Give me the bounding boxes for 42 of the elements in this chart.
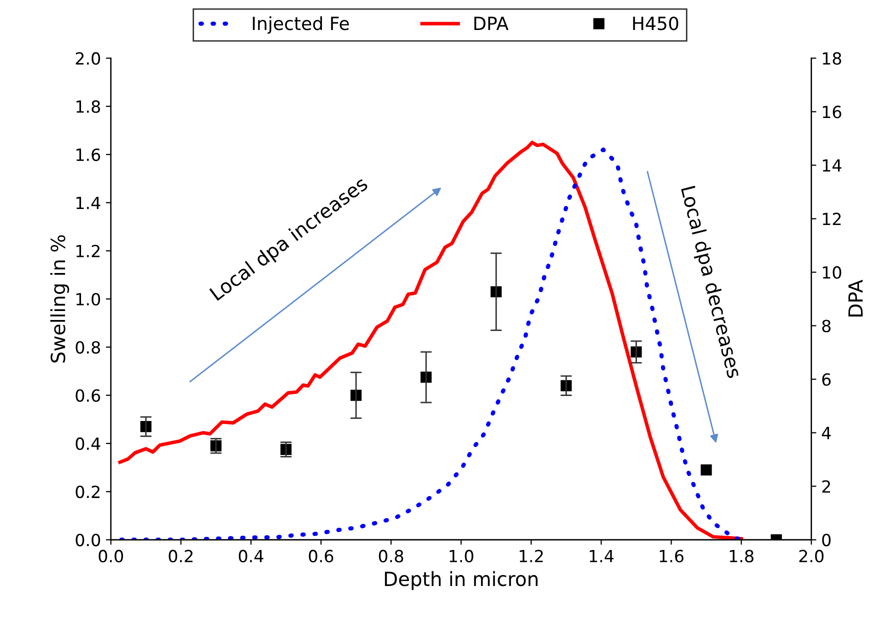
x-tick-label: 0.0 — [98, 550, 124, 562]
x-axis-title: Depth in micron — [384, 571, 538, 590]
y2-tick-label: 6 — [822, 373, 831, 386]
x-tick-label: 1.4 — [590, 550, 614, 562]
legend-label: DPA — [474, 16, 508, 30]
y2-tick-label: 14 — [822, 159, 842, 172]
y-tick-label: 1.0 — [76, 292, 100, 306]
y-tick-label: 1.8 — [76, 100, 100, 113]
y-tick-label: 0.2 — [76, 486, 100, 498]
y2-tick-label: 18 — [822, 52, 842, 65]
legend-label: Injected Fe — [252, 16, 349, 34]
y-tick-label: 0.8 — [76, 341, 100, 354]
y2-tick-label: 16 — [822, 106, 842, 118]
y2-tick-label: 10 — [822, 266, 842, 279]
y2-tick-label: 2 — [822, 480, 830, 493]
annotation: Local dpa decreases — [677, 186, 743, 380]
x-tick-label: 0.8 — [378, 550, 404, 562]
y-tick-label: 1.6 — [76, 148, 100, 162]
x-tick-label: 1.0 — [450, 550, 474, 562]
y2-tick-label: 8 — [822, 320, 831, 332]
legend-label: H450 — [633, 16, 678, 30]
y-tick-label: 0.6 — [76, 389, 100, 402]
x-tick-label: 1.6 — [660, 550, 684, 562]
y-tick-label: 1.2 — [76, 244, 100, 258]
point — [700, 464, 712, 476]
x-tick-label: 1.2 — [520, 550, 543, 562]
y2-tick-label: 12 — [822, 212, 841, 226]
y-axis-title: Swelling in % — [50, 235, 70, 363]
y2-tick-label: 0 — [822, 534, 831, 546]
y2-tick-label: 4 — [822, 426, 831, 440]
y-tick-label: 1.4 — [76, 196, 100, 209]
y-tick-label: 0.0 — [76, 534, 100, 546]
y-tick-label: 0.4 — [76, 437, 100, 450]
point — [350, 390, 362, 401]
x-tick-label: 0.4 — [238, 550, 264, 562]
x-tick-label: 0.2 — [168, 550, 193, 562]
point — [210, 440, 222, 452]
x-tick-label: 0.6 — [308, 550, 334, 562]
x-tick-label: 2.0 — [799, 550, 824, 562]
y2-axis-title: DPA — [848, 280, 863, 316]
y-tick-label: 2.0 — [76, 52, 100, 65]
x-tick-label: 1.8 — [730, 550, 754, 562]
